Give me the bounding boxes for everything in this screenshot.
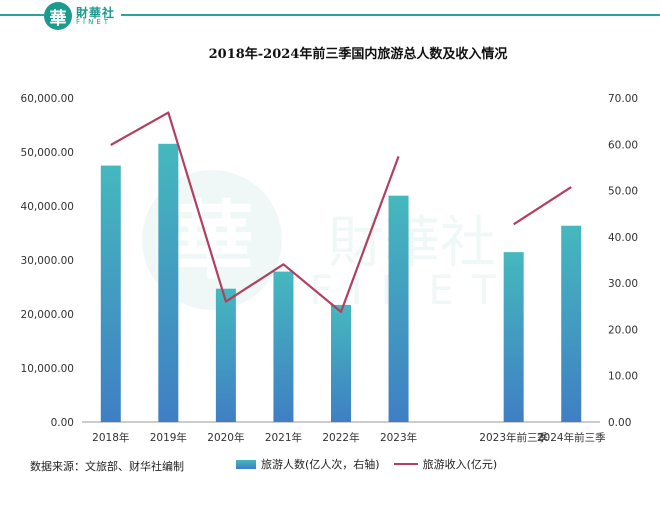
bar	[273, 271, 294, 422]
bar-series	[100, 143, 582, 422]
source-note: 数据来源：文旅部、财华社编制	[30, 460, 184, 473]
line-series	[110, 111, 572, 313]
x-tick-label: 2019年	[150, 431, 187, 444]
logo-name-cn: 財華社	[76, 5, 116, 20]
left-axis-tick-label: 0.00	[51, 417, 74, 429]
bar	[100, 165, 121, 422]
header-rule	[0, 14, 660, 16]
bar	[215, 288, 236, 422]
x-axis-labels: 2018年 2019年 2020年 2021年 2022年 2023年 2023年前三季20…	[92, 431, 606, 444]
left-axis-tick-label: 30,000.00	[21, 255, 74, 267]
right-axis-tick-label: 70.00	[608, 93, 638, 105]
legend: 旅游人数(亿人次，右轴) 旅游收入(亿元)	[236, 456, 497, 472]
right-axis-tick-label: 0.00	[608, 417, 631, 429]
axes: 0.00 10,000.00 20,000.00 30,000.00 40,000.00…	[21, 93, 639, 429]
left-axis-tick-label: 20,000.00	[21, 309, 74, 321]
income-line	[513, 186, 572, 226]
right-axis-tick-label: 30.00	[608, 278, 638, 290]
left-axis-tick-label: 60,000.00	[21, 93, 74, 105]
logo-name-en: FINET	[76, 17, 112, 26]
x-tick-label: 2021年	[265, 431, 302, 444]
x-tick-label: 2020年	[207, 431, 244, 444]
legend-bar-swatch	[236, 459, 256, 469]
x-tick-label: 2023年	[380, 431, 417, 444]
bar	[503, 252, 524, 422]
left-axis-tick-label: 50,000.00	[21, 147, 74, 159]
left-axis-tick-label: 40,000.00	[21, 201, 74, 213]
bar	[331, 304, 351, 422]
watermark: 華 財華社 FINET	[142, 170, 496, 314]
right-axis-tick-label: 10.00	[608, 371, 638, 383]
bar	[158, 143, 179, 422]
right-axis-tick-label: 60.00	[608, 139, 638, 151]
x-tick-label: 2023年前三季	[479, 431, 548, 444]
finet-logo: 華 財華社 FINET	[44, 2, 122, 30]
legend-line-label: 旅游收入(亿元)	[422, 458, 498, 471]
watermark-name-cn: 財華社	[328, 211, 496, 276]
logo-seal: 華	[44, 2, 72, 30]
x-tick-label: 2022年	[322, 431, 359, 444]
chart-title: 2018年-2024年前三季国内旅游总人数及收入情况	[209, 46, 508, 62]
right-axis-tick-label: 20.00	[608, 324, 638, 336]
watermark-seal-char: 華	[170, 191, 254, 290]
bar	[388, 195, 409, 422]
left-axis-tick-label: 10,000.00	[21, 363, 74, 375]
right-axis-tick-label: 40.00	[608, 232, 638, 244]
income-line	[110, 111, 400, 313]
right-axis-tick-label: 50.00	[608, 186, 638, 198]
legend-line-swatch	[393, 463, 418, 465]
x-tick-label: 2018年	[92, 431, 129, 444]
bar	[561, 225, 582, 422]
x-tick-label: 2024年前三季	[537, 431, 606, 444]
legend-bar-label: 旅游人数(亿人次，右轴)	[261, 458, 380, 471]
logo-text: 財華社 FINET	[76, 7, 115, 26]
